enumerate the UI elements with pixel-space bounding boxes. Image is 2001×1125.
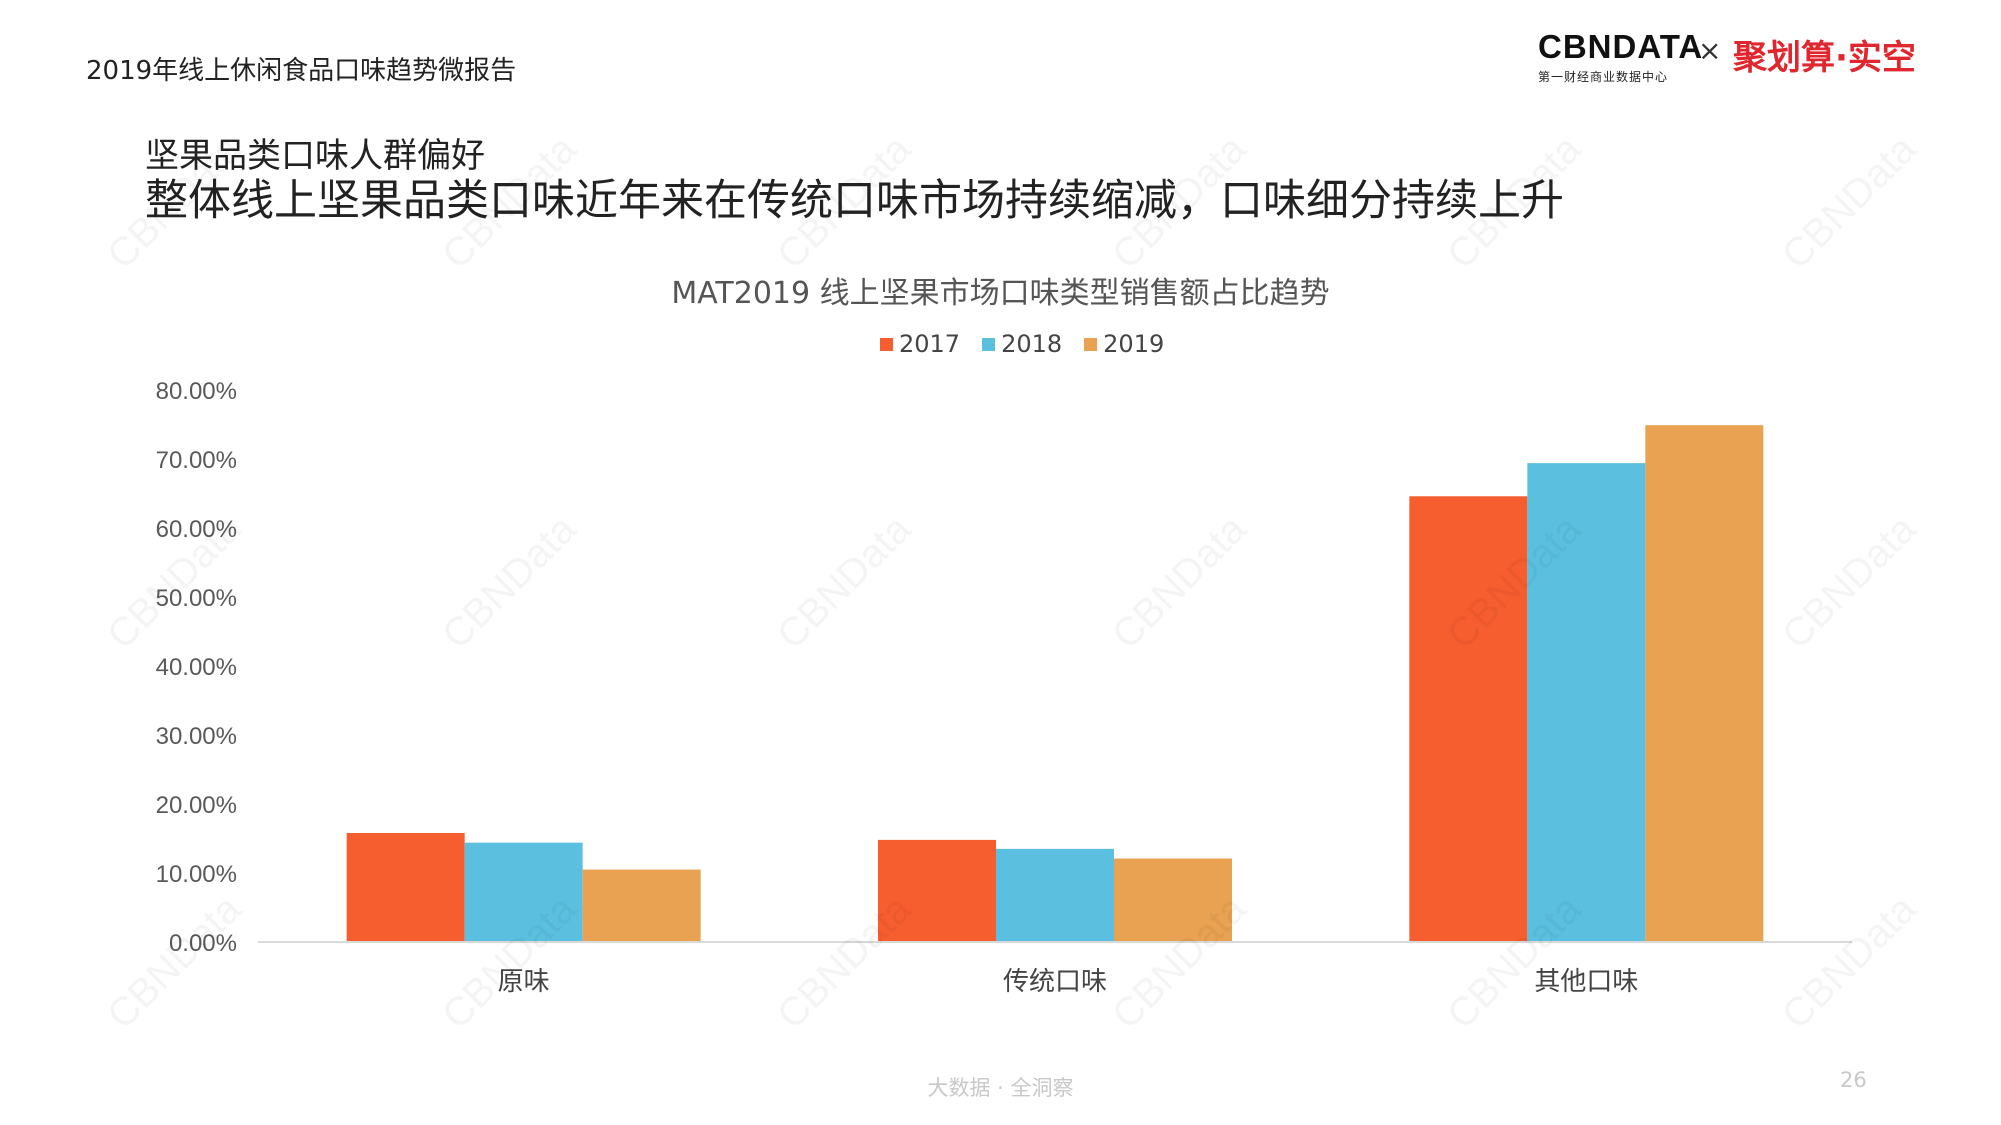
bar-2018-3 bbox=[1527, 463, 1646, 942]
legend-label-2017: 2017 bbox=[899, 330, 961, 358]
x-category-label: 传统口味 bbox=[1003, 967, 1107, 997]
bar-2018-2 bbox=[996, 848, 1114, 942]
y-tick-label: 30.00% bbox=[156, 723, 237, 750]
brand-logos: CBNDATA 第一财经商业数据中心 × 聚划算·实空 bbox=[1538, 28, 1938, 88]
legend-swatch-2018 bbox=[982, 337, 996, 351]
bar-2017-3 bbox=[1409, 496, 1528, 942]
cbndata-logo: CBNDATA bbox=[1538, 28, 1704, 65]
legend-item-2018: 2018 bbox=[982, 330, 1062, 358]
legend-item-2017: 2017 bbox=[880, 330, 960, 358]
y-tick-label: 40.00% bbox=[156, 654, 237, 681]
bar-2019-1 bbox=[582, 869, 701, 942]
cbndata-logo-subtitle: 第一财经商业数据中心 bbox=[1538, 70, 1669, 84]
legend-item-2019: 2019 bbox=[1084, 330, 1164, 358]
bar-2017-2 bbox=[878, 839, 996, 942]
times-icon: × bbox=[1698, 34, 1722, 67]
legend-label-2018: 2018 bbox=[1001, 330, 1063, 358]
chart-title: MAT2019 线上坚果市场口味类型销售额占比趋势 bbox=[671, 276, 1330, 311]
y-tick-label: 70.00% bbox=[156, 447, 237, 474]
legend-swatch-2017 bbox=[880, 337, 893, 351]
slide-subheading: 坚果品类口味人群偏好 bbox=[145, 136, 485, 176]
y-tick-label: 80.00% bbox=[156, 378, 237, 405]
legend-swatch-2019 bbox=[1084, 337, 1098, 351]
page-number: 26 bbox=[1840, 1068, 1867, 1092]
y-tick-label: 20.00% bbox=[156, 792, 237, 819]
x-category-label: 原味 bbox=[498, 967, 550, 997]
bar-2017-1 bbox=[346, 832, 465, 942]
y-tick-label: 60.00% bbox=[156, 516, 237, 543]
bar-2019-2 bbox=[1114, 858, 1232, 942]
x-category-label: 其他口味 bbox=[1534, 967, 1638, 997]
y-tick-label: 10.00% bbox=[156, 861, 237, 888]
slide-headline: 整体线上坚果品类口味近年来在传统口味市场持续缩减，口味细分持续上升 bbox=[145, 176, 1564, 226]
footer-slogan: 大数据 · 全洞察 bbox=[927, 1076, 1074, 1100]
chart-legend: 2017 2018 2019 bbox=[880, 330, 1164, 358]
y-tick-label: 0.00% bbox=[169, 930, 237, 957]
y-tick-label: 50.00% bbox=[156, 585, 237, 612]
bar-2018-1 bbox=[464, 842, 583, 942]
legend-label-2019: 2019 bbox=[1103, 330, 1165, 358]
report-title: 2019年线上休闲食品口味趋势微报告 bbox=[86, 56, 517, 86]
bar-2019-3 bbox=[1645, 425, 1764, 942]
partner-logo: 聚划算·实空 bbox=[1733, 38, 1916, 78]
